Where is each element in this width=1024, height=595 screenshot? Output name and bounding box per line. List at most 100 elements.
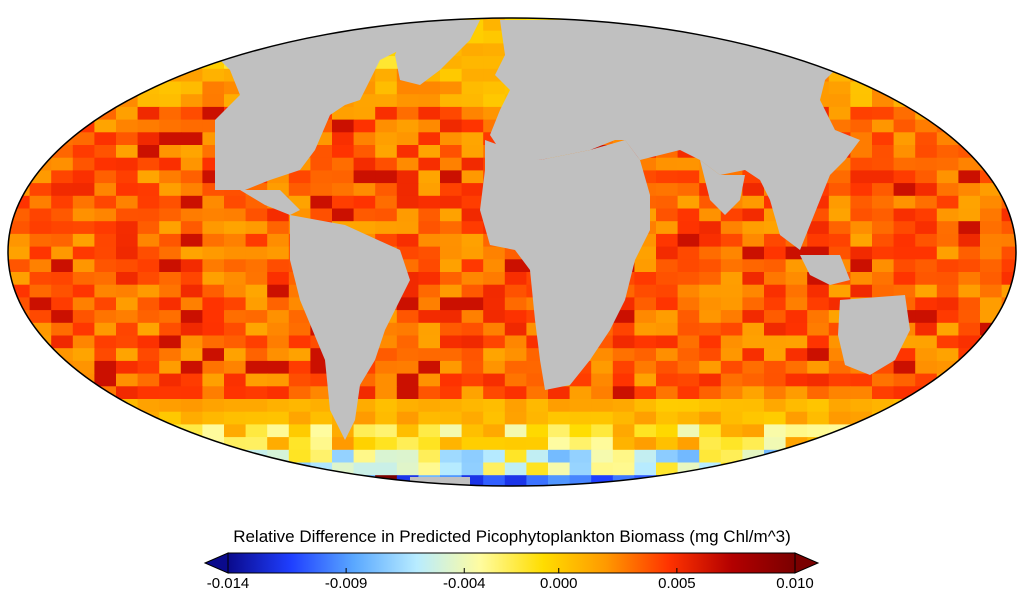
- ocean-cell: [1001, 43, 1016, 57]
- ocean-cell: [224, 259, 247, 273]
- ocean-cell: [375, 208, 398, 222]
- ocean-cell: [807, 411, 830, 425]
- ocean-cell: [353, 399, 376, 413]
- ocean-cell: [288, 310, 311, 324]
- ocean-cell: [202, 348, 225, 362]
- ocean-cell: [893, 272, 916, 286]
- ocean-cell: [159, 411, 182, 425]
- ocean-cell: [267, 310, 290, 324]
- ocean-cell: [440, 272, 463, 286]
- ocean-cell: [116, 322, 139, 337]
- ocean-cell: [850, 183, 873, 197]
- ocean-cell: [893, 360, 916, 375]
- ocean-cell: [828, 437, 851, 451]
- ocean-cell: [828, 221, 851, 235]
- ocean-cell: [828, 449, 851, 464]
- ocean-cell: [94, 488, 116, 501]
- ocean-cell: [94, 43, 117, 57]
- ocean-cell: [51, 475, 74, 486]
- ocean-cell: [375, 424, 398, 438]
- ocean-cell: [850, 30, 873, 44]
- ocean-cell: [8, 424, 31, 438]
- ocean-cell: [980, 462, 1003, 476]
- ocean-cell: [72, 360, 95, 375]
- ocean-cell: [440, 488, 462, 501]
- ocean-cell: [245, 348, 268, 362]
- ocean-cell: [180, 18, 203, 32]
- ocean-cell: [764, 399, 787, 413]
- ocean-cell: [1001, 360, 1016, 375]
- ocean-cell: [461, 145, 484, 159]
- ocean-cell: [180, 119, 203, 133]
- ocean-cell: [267, 399, 290, 413]
- ocean-cell: [267, 437, 290, 451]
- ocean-cell: [828, 183, 851, 197]
- ocean-cell: [94, 18, 117, 32]
- ocean-cell: [29, 246, 52, 260]
- ocean-cell: [353, 437, 376, 451]
- ocean-cell: [116, 488, 138, 501]
- ocean-cell: [936, 449, 959, 464]
- colorbar-tick-label: 0.005: [658, 575, 696, 592]
- ocean-cell: [224, 297, 247, 311]
- ocean-cell: [915, 259, 938, 273]
- ocean-cell: [569, 399, 592, 413]
- ocean-cell: [785, 360, 808, 375]
- ocean-cell: [51, 233, 74, 248]
- ocean-cell: [893, 233, 916, 248]
- ocean-cell: [915, 183, 938, 197]
- ocean-cell: [1001, 81, 1016, 95]
- ocean-cell: [418, 183, 441, 197]
- ocean-cell: [440, 170, 463, 184]
- ocean-cell: [418, 386, 441, 400]
- ocean-cell: [936, 170, 959, 184]
- ocean-cell: [785, 386, 808, 400]
- ocean-cell: [504, 399, 527, 413]
- ocean-cell: [159, 488, 181, 501]
- ocean-cell: [828, 411, 851, 425]
- ocean-cell: [353, 132, 376, 146]
- ocean-cell: [958, 183, 981, 197]
- ocean-cell: [1001, 106, 1016, 121]
- ocean-cell: [418, 208, 441, 222]
- ocean-cell: [677, 157, 700, 171]
- ocean-cell: [872, 56, 895, 70]
- ocean-cell: [785, 18, 808, 32]
- ocean-cell: [958, 284, 981, 298]
- colorbar-tick-label: -0.009: [324, 575, 368, 592]
- ocean-cell: [591, 475, 614, 486]
- ocean-cell: [893, 208, 916, 222]
- ocean-cell: [612, 462, 635, 476]
- ocean-cell: [893, 56, 916, 70]
- ocean-cell: [483, 335, 506, 349]
- ocean-cell: [288, 437, 311, 451]
- ocean-cell: [159, 183, 182, 197]
- ocean-cell: [656, 462, 679, 476]
- ocean-cell: [1001, 233, 1016, 248]
- ocean-cell: [591, 462, 614, 476]
- ocean-cell: [461, 424, 484, 438]
- ocean-cell: [634, 488, 656, 501]
- ocean-cell: [915, 348, 938, 362]
- ocean-cell: [850, 106, 873, 121]
- ocean-cell: [785, 475, 808, 486]
- ocean-cell: [504, 272, 527, 286]
- ocean-cell: [1001, 145, 1016, 159]
- ocean-cell: [116, 170, 139, 184]
- ocean-cell: [893, 195, 916, 210]
- ocean-cell: [51, 488, 73, 501]
- ocean-cell: [915, 94, 938, 108]
- ocean-cell: [375, 157, 398, 171]
- ocean-cell: [116, 119, 139, 133]
- ocean-cell: [202, 43, 225, 57]
- globe-outline: [7, 17, 1017, 487]
- ocean-cell: [483, 322, 506, 337]
- ocean-cell: [828, 106, 851, 121]
- land-central-america: [240, 190, 300, 215]
- ocean-cell: [936, 399, 959, 413]
- ocean-cell: [634, 386, 657, 400]
- ocean-cell: [720, 284, 743, 298]
- ocean-cell: [526, 424, 549, 438]
- ocean-cell: [936, 81, 959, 95]
- ocean-cell: [180, 373, 203, 387]
